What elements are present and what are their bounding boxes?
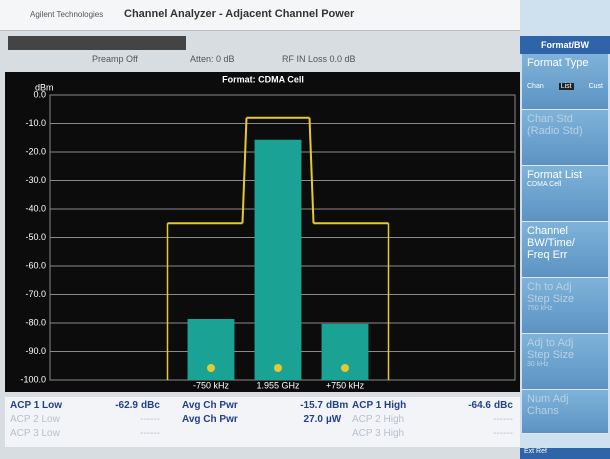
result-unit: dBc (494, 400, 513, 411)
softkey-option: Cust (588, 83, 603, 90)
softkey-line: Num Adj (527, 393, 569, 405)
result-value: -64.6 (468, 400, 491, 411)
result-label: ACP 1 Low (10, 400, 63, 411)
result-unit: dBm (326, 400, 349, 411)
result-value: -62.9 (115, 400, 138, 411)
bar-marker (341, 364, 349, 372)
y-tick-label: -50.0 (25, 232, 46, 242)
softkey-sub: 750 kHz (527, 305, 553, 312)
result-value: ------ (493, 428, 513, 439)
preamp: Preamp Off (92, 54, 138, 64)
softkey-line: Format List (527, 169, 583, 181)
x-tick-label: +750 kHz (326, 380, 365, 390)
results-panel: ACP 1 Low -62.9 dBc ACP 2 Low ------ ACP 3 Lo… (5, 397, 520, 447)
result-value: ------ (140, 414, 160, 425)
brand: Agilent Technologies (30, 10, 104, 19)
bar-marker (274, 364, 282, 372)
softkey[interactable]: Format List CDMA Cell (522, 166, 608, 222)
result-unit: dBc (141, 400, 160, 411)
y-tick-label: -10.0 (25, 118, 46, 128)
y-tick-label: -100.0 (20, 374, 46, 384)
y-tick-label: -40.0 (25, 203, 46, 213)
result-unit: µW (326, 414, 342, 425)
y-tick-label: -20.0 (25, 146, 46, 156)
softkey-footer: Ext Ref (520, 448, 610, 459)
x-tick-label: 1.955 GHz (256, 380, 300, 390)
status-bar: Preamp Off Atten: 0 dB RF IN Loss 0.0 dB (0, 52, 520, 68)
y-tick-label: 0.0 (33, 89, 46, 99)
result-label: Avg Ch Pwr (182, 414, 238, 425)
softkey-option: List (558, 83, 574, 90)
softkey[interactable]: Format Type Chan List Cust (522, 54, 608, 110)
softkey-header: Format/BW (520, 36, 610, 54)
result-label: ACP 1 High (352, 400, 407, 411)
limit-step (241, 117, 248, 224)
limit-step (308, 117, 315, 224)
y-tick-label: -60.0 (25, 260, 46, 270)
y-axis-label: dBm (35, 82, 54, 92)
softkey-line: Ch to Adj (527, 281, 572, 293)
softkey: Num Adj Chans (522, 390, 608, 434)
softkey-line: Chans (527, 405, 559, 417)
softkey-line: Step Size (527, 349, 575, 361)
chart: Format: CDMA Cell dBm 0.0 -10.0 -20.0 -30.0… (5, 72, 520, 392)
y-tick-label: -30.0 (25, 175, 46, 185)
softkey: Adj to Adj Step Size 30 kHz (522, 334, 608, 390)
result-value: ------ (493, 414, 513, 425)
x-tick-label: -750 kHz (193, 380, 230, 390)
softkey-option: Chan (527, 83, 544, 90)
title: Channel Analyzer - Adjacent Channel Powe… (124, 8, 355, 20)
result-label: ACP 2 High (352, 414, 405, 425)
result-label: ACP 3 High (352, 428, 405, 439)
softkey-line: Freq Err (527, 249, 568, 261)
atten: Atten: 0 dB (190, 54, 235, 64)
progress-bar (8, 36, 186, 50)
y-tick-label: -80.0 (25, 317, 46, 327)
softkey[interactable]: Channel BW/Time/Freq Err (522, 222, 608, 278)
title-bar: Agilent Technologies Channel Analyzer - … (0, 0, 520, 31)
softkey-sub: CDMA Cell (527, 181, 562, 188)
softkey-line: (Radio Std) (527, 125, 583, 137)
softkey-options: Chan List Cust (527, 83, 603, 90)
softkey: Chan Std (Radio Std) (522, 110, 608, 166)
softkey: Ch to Adj Step Size 750 kHz (522, 278, 608, 334)
result-label: ACP 3 Low (10, 428, 60, 439)
softkey-line: Format Type (527, 57, 589, 69)
softkey-line: Step Size (527, 293, 575, 305)
bar (254, 139, 302, 380)
loss: RF IN Loss 0.0 dB (282, 54, 356, 64)
result-value: 27.0 (303, 414, 323, 425)
y-tick-label: -70.0 (25, 289, 46, 299)
softkey-line: BW/Time/ (527, 237, 575, 249)
softkey-line: Adj to Adj (527, 337, 574, 349)
y-tick-label: -90.0 (25, 346, 46, 356)
result-label: Avg Ch Pwr (182, 400, 238, 411)
bar-marker (207, 364, 215, 372)
result-value: ------ (140, 428, 160, 439)
result-value: -15.7 (300, 400, 323, 411)
softkey-sub: 30 kHz (527, 361, 549, 368)
softkey-line: Channel (527, 225, 568, 237)
result-label: ACP 2 Low (10, 414, 60, 425)
softkey-line: Chan Std (527, 113, 573, 125)
chart-title: Format: CDMA Cell (222, 74, 304, 84)
